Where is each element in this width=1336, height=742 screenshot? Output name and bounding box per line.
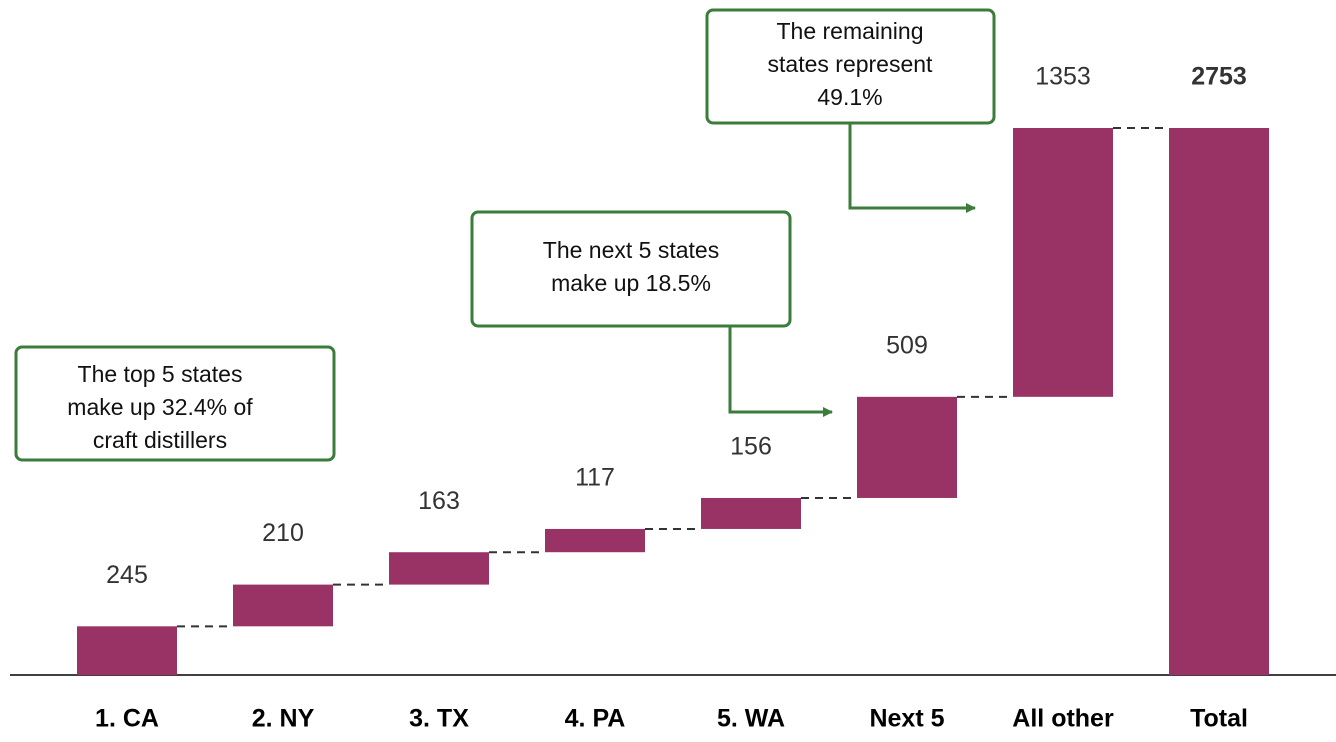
bar [389, 552, 489, 585]
arrow [848, 123, 976, 213]
annotation-box [470, 210, 833, 417]
x-tick-label: 2. NY [252, 705, 315, 733]
bar [233, 584, 333, 627]
annotation-text: 49.1% [817, 84, 882, 110]
annotation-text: The top 5 states [78, 361, 243, 387]
annotation-text: make up 32.4% of [67, 394, 253, 420]
value-label: 117 [575, 464, 615, 492]
annotation-text: make up 18.5% [551, 270, 711, 296]
x-tick-label: All other [1012, 705, 1114, 733]
value-label: 2753 [1191, 63, 1247, 91]
x-tick-label: 3. TX [409, 705, 469, 733]
arrow [728, 326, 833, 417]
value-label: 163 [418, 487, 460, 515]
value-label: 245 [106, 561, 148, 589]
bar [1013, 128, 1113, 397]
bar [1169, 128, 1269, 675]
value-label: 210 [262, 519, 304, 547]
x-tick-label: Next 5 [869, 705, 944, 733]
bar [77, 626, 177, 675]
bar [857, 396, 957, 498]
x-tick-label: 4. PA [565, 705, 626, 733]
x-tick-label: 1. CA [95, 705, 159, 733]
bar [701, 497, 801, 529]
annotation-box [705, 8, 996, 213]
annotation-box [14, 345, 336, 462]
annotation-text: The remaining [776, 18, 923, 44]
bar [545, 528, 645, 553]
x-tick-label: Total [1190, 705, 1248, 733]
x-tick-label: 5. WA [717, 705, 785, 733]
value-label: 156 [730, 433, 772, 461]
annotation-text: states represent [768, 51, 934, 77]
annotation-text: craft distillers [93, 427, 227, 453]
value-label: 1353 [1035, 63, 1091, 91]
annotation-text: The next 5 states [543, 237, 719, 263]
value-label: 509 [886, 331, 928, 359]
